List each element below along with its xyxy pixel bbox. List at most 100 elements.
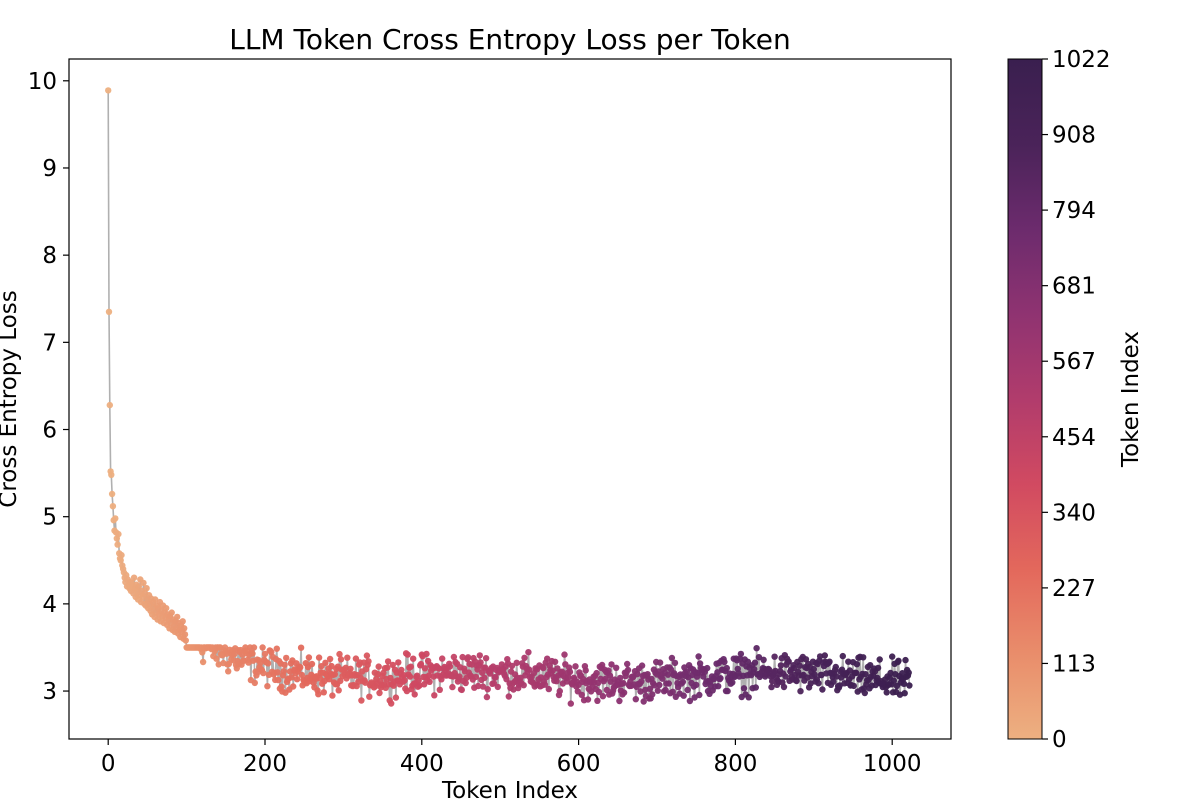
colorbar-tick-label: 1022: [1052, 47, 1111, 73]
data-point: [895, 657, 902, 664]
data-point: [624, 666, 632, 674]
colorbar-tick-label: 567: [1052, 349, 1096, 375]
data-point: [352, 655, 360, 662]
data-point: [288, 674, 295, 681]
data-point: [521, 654, 528, 661]
data-point: [715, 683, 722, 690]
data-point: [337, 656, 345, 663]
data-point: [389, 661, 396, 669]
data-point: [384, 658, 392, 665]
data-point: [347, 665, 354, 672]
data-point: [606, 672, 614, 679]
data-point: [686, 697, 694, 705]
data-point: [901, 690, 908, 697]
data-point: [594, 697, 601, 704]
data-point: [902, 656, 909, 664]
data-point: [416, 682, 423, 689]
data-point: [484, 686, 491, 693]
data-point: [593, 669, 600, 677]
data-point: [479, 683, 487, 690]
data-point: [526, 666, 533, 673]
data-point: [436, 686, 443, 693]
data-point: [632, 696, 639, 703]
data-point: [810, 665, 817, 673]
colorbar-tick-label: 113: [1052, 651, 1096, 677]
data-point: [900, 680, 908, 687]
data-point: [561, 651, 568, 658]
data-point: [740, 685, 748, 692]
data-point: [680, 692, 687, 699]
data-point: [721, 658, 728, 666]
data-point: [435, 665, 443, 672]
y-tick-label: 9: [42, 156, 57, 182]
data-point: [616, 697, 623, 705]
data-point: [152, 596, 159, 603]
data-point: [322, 659, 329, 666]
data-point: [297, 664, 304, 671]
data-point: [691, 694, 698, 701]
data-point: [704, 664, 711, 672]
data-point: [608, 661, 615, 668]
data-point: [331, 671, 338, 678]
data-point: [182, 637, 189, 644]
data-point: [751, 659, 759, 666]
data-point: [565, 674, 572, 681]
data-point: [106, 401, 114, 409]
data-point: [481, 674, 488, 682]
data-point: [566, 668, 574, 676]
data-point: [407, 663, 414, 670]
data-point: [462, 679, 469, 687]
data-point: [853, 661, 861, 668]
y-tick-label: 5: [42, 505, 57, 531]
data-point: [264, 683, 271, 690]
data-point: [839, 652, 846, 660]
data-point: [168, 609, 175, 616]
data-point: [768, 683, 775, 691]
data-point: [163, 605, 170, 612]
data-point: [617, 674, 624, 682]
data-point: [476, 652, 483, 659]
data-point: [392, 694, 400, 701]
data-point: [449, 683, 456, 691]
colorbar-tick-label: 681: [1052, 274, 1096, 300]
x-tick-label: 200: [243, 751, 287, 777]
data-point: [375, 663, 382, 670]
data-point: [664, 671, 672, 678]
data-point: [384, 664, 391, 671]
data-point: [830, 678, 837, 685]
data-point: [890, 677, 897, 684]
data-point: [376, 689, 383, 697]
data-point: [584, 696, 592, 703]
data-point: [174, 613, 181, 621]
data-point: [259, 644, 266, 651]
data-point: [556, 687, 563, 695]
data-point: [640, 698, 647, 705]
data-point: [567, 700, 574, 707]
data-point: [769, 678, 776, 685]
data-point: [250, 644, 258, 651]
data-point: [450, 653, 458, 661]
colorbar-tick-label: 794: [1052, 198, 1096, 224]
x-tick-label: 600: [557, 751, 601, 777]
data-point: [225, 668, 232, 675]
data-point: [415, 677, 422, 684]
data-point: [482, 655, 490, 662]
data-point: [336, 650, 343, 658]
data-point: [905, 669, 912, 676]
data-point: [251, 679, 258, 687]
x-tick-label: 0: [101, 751, 116, 777]
data-point: [326, 676, 333, 683]
data-point: [717, 675, 724, 682]
data-point: [388, 700, 395, 707]
data-point: [668, 654, 676, 662]
data-point: [815, 680, 822, 687]
data-point: [337, 677, 344, 685]
data-point: [665, 680, 672, 687]
data-point: [477, 659, 484, 666]
data-point: [400, 672, 407, 679]
data-point: [283, 654, 290, 662]
data-point: [456, 673, 463, 680]
data-point: [492, 674, 499, 681]
data-point: [693, 681, 700, 689]
data-point: [679, 678, 687, 686]
